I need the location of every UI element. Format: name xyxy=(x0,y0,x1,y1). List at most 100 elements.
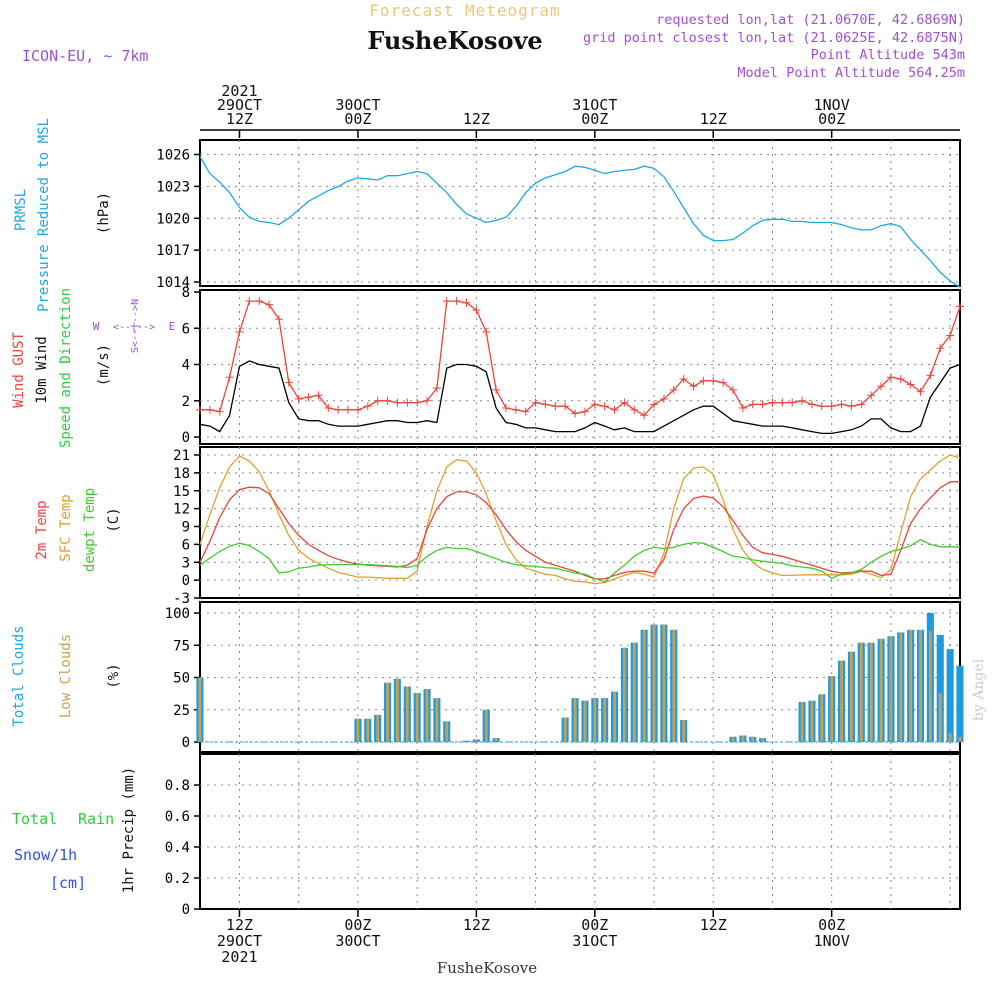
wind-gust-point xyxy=(383,396,392,405)
wind-panel: 0 2 4 6 8 xyxy=(182,285,961,446)
wind-direction-label: Speed and Direction xyxy=(58,288,74,448)
low-clouds-bar xyxy=(751,736,755,742)
low-clouds-bar xyxy=(869,642,873,742)
wind-gust-point xyxy=(344,405,353,414)
low-clouds-label: Low Clouds xyxy=(58,634,74,718)
wind-speed-line xyxy=(199,360,961,435)
dewpt-line xyxy=(199,538,960,583)
top-time-label: 12Z xyxy=(700,110,727,128)
compass-arrows: <--|--> xyxy=(113,322,155,333)
bottom-time-label: 12Z xyxy=(226,916,253,934)
low-clouds-bar xyxy=(435,698,439,742)
wind-gust-point xyxy=(778,398,787,407)
bottom-time-label: 12Z xyxy=(463,916,490,934)
bottom-time-label: 12Z xyxy=(700,916,727,934)
top-time-label: 00Z xyxy=(581,110,608,128)
wind-gust-point xyxy=(857,400,866,409)
low-clouds-bar xyxy=(889,636,893,742)
total-clouds-bar xyxy=(936,634,944,742)
wind-y-tick-label: 6 xyxy=(182,321,190,337)
wind-gust-point xyxy=(699,376,708,385)
low-clouds-bar xyxy=(583,700,587,742)
wind-gust-point xyxy=(659,394,668,403)
low-clouds-bar xyxy=(820,694,824,742)
top-time-label: 1NOV xyxy=(814,96,850,114)
temp-axis-labels: 2m Temp SFC Temp dewpt Temp (C) xyxy=(34,488,122,572)
wind-y-tick-label: 2 xyxy=(182,394,190,410)
wind-gust-point xyxy=(393,398,402,407)
low-clouds-bar xyxy=(850,651,853,742)
wind-gust-point xyxy=(225,373,234,382)
clouds-y-tick-label: 100 xyxy=(165,606,190,622)
wind-gust-point xyxy=(324,404,333,412)
location-title: FusheKosove xyxy=(367,26,542,55)
wind-gust-point xyxy=(748,400,757,409)
precip-frame xyxy=(199,753,961,910)
total-label: Total xyxy=(12,810,57,828)
wind-gust-point xyxy=(650,400,659,409)
clouds-y-tick-label: 75 xyxy=(173,638,190,654)
low-clouds-bar xyxy=(948,733,952,742)
wind-gust-point xyxy=(284,378,293,387)
wind-gust-point xyxy=(541,400,550,409)
wind-gust-point xyxy=(877,382,886,391)
clouds-y-tick-label: 0 xyxy=(182,735,190,751)
low-clouds-bar xyxy=(859,642,863,742)
low-clouds-bar xyxy=(603,698,607,742)
pressure-y-tick-label: 1026 xyxy=(156,148,190,164)
low-clouds-bar xyxy=(800,702,804,742)
wind-gust-point xyxy=(956,302,964,311)
temp-y-tick-label: 6 xyxy=(182,537,190,553)
bottom-time-label: 00Z xyxy=(581,916,608,934)
grid-point-coords: grid point closest lon,lat (21.0625E, 42… xyxy=(583,30,965,46)
top-time-label: 00Z xyxy=(818,110,845,128)
temp-y-tick-label: 15 xyxy=(173,484,190,500)
wind-gust-point xyxy=(215,407,224,416)
low-clouds-bar xyxy=(642,629,646,742)
requested-coords: requested lon,lat (21.0670E, 42.6869N) xyxy=(656,12,965,28)
total-clouds-label: Total Clouds xyxy=(11,625,27,726)
temp-y-tick-label: 12 xyxy=(173,502,190,518)
temp-unit: (C) xyxy=(106,507,122,532)
low-clouds-bar xyxy=(938,693,942,742)
wind-gust-point xyxy=(610,405,619,414)
wind-gust-point xyxy=(590,400,599,409)
wind-gust-point xyxy=(353,405,362,414)
compass-ns: S<--|-->N xyxy=(130,299,141,353)
point-altitude: Point Altitude 543m xyxy=(811,47,965,63)
low-clouds-bar xyxy=(879,638,883,742)
wind-gust-point xyxy=(847,402,856,411)
wind-gust-point xyxy=(413,398,422,407)
precip-axis-labels: Total Rain Snow/1h [cm] 1hr Precip (mm) xyxy=(12,767,137,893)
wind-gust-point xyxy=(255,297,264,306)
clouds-unit: (%) xyxy=(106,663,122,688)
wind-gust-point xyxy=(709,376,718,385)
wind-gust-point xyxy=(363,402,372,411)
wind-gust-point xyxy=(886,373,895,382)
temp-panel: -3 0 3 69 12 15 18 21 xyxy=(173,446,961,607)
wind-gust-point xyxy=(738,404,747,412)
wind-speed-label: 10m Wind xyxy=(34,336,50,403)
wind-gust-point xyxy=(442,297,451,306)
wind-gust-point xyxy=(580,407,589,416)
wind-y-tick-label: 0 xyxy=(182,430,190,446)
watermark: by Angel xyxy=(971,658,987,721)
model-altitude: Model Point Altitude 564.25m xyxy=(737,65,965,81)
wind-gust-point xyxy=(294,394,303,403)
wind-axis-labels: Wind GUST 10m Wind Speed and Direction (… xyxy=(11,288,175,448)
low-clouds-bar xyxy=(682,720,686,742)
pressure-y-tick-label: 1017 xyxy=(156,243,190,259)
wind-gust-line xyxy=(200,300,961,417)
wind-gust-point xyxy=(758,400,767,409)
compass-w: W xyxy=(93,320,100,333)
low-clouds-bar xyxy=(810,700,814,742)
wind-gust-point xyxy=(423,396,432,405)
dewpt-temp-label: dewpt Temp xyxy=(82,488,98,572)
pressure-axis-labels: PRMSL Pressure Reduced to MSL (hPa) xyxy=(13,118,112,312)
wind-gust-point xyxy=(620,398,629,407)
temp-y-tick-label: 3 xyxy=(182,555,190,571)
bottom-time-label: 2021 xyxy=(221,948,257,966)
temp-y-tick-label: 9 xyxy=(182,520,190,536)
